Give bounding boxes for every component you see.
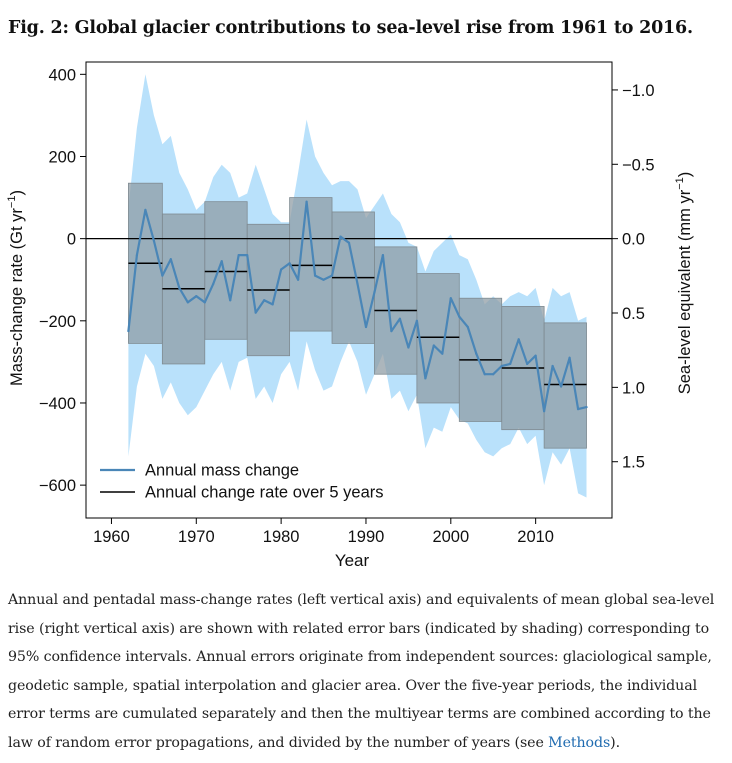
annual-data-point: [322, 278, 325, 281]
pentad-error-box: [204, 201, 248, 340]
annual-data-point: [576, 408, 580, 411]
caption-tail: ).: [610, 734, 620, 751]
annual-data-point: [585, 405, 588, 409]
x-axis-label: Year: [335, 551, 370, 570]
annual-data-point: [305, 200, 308, 203]
figure-caption: Annual and pentadal mass-change rates (l…: [8, 586, 726, 758]
legend: Annual mass change Annual change rate ov…: [100, 462, 384, 502]
y2-tick-label: −0.5: [622, 156, 655, 174]
annual-data-point: [432, 344, 435, 347]
annual-data-point: [313, 274, 317, 277]
annual-data-point: [254, 311, 257, 314]
annual-data-point: [356, 282, 359, 285]
x-tick-label: 1980: [263, 528, 300, 546]
x-tick-label: 1960: [93, 528, 130, 546]
annual-data-point: [466, 325, 469, 329]
figure-title: Fig. 2: Global glacier contributions to …: [8, 18, 693, 38]
pentad-rate-lines: [128, 262, 587, 386]
y-tick-label: −400: [39, 395, 76, 413]
y2-axis-label: Sea-level equivalent (mm yr−1): [674, 172, 694, 395]
annual-data-point: [534, 354, 537, 357]
glacier-chart: 4002000−200−400−600−1.0−0.50.00.51.01.51…: [6, 61, 694, 570]
y-tick-label: −200: [39, 313, 76, 331]
y2-tick-label: 0.0: [622, 231, 645, 249]
annual-data-point: [237, 253, 240, 257]
annual-data-point: [364, 325, 368, 329]
annual-data-point: [398, 317, 402, 320]
legend-pentad-label: Annual change rate over 5 years: [145, 484, 384, 502]
y2-tick-label: 0.5: [622, 305, 645, 323]
pentad-error-boxes: [128, 182, 587, 449]
annual-data-point: [161, 274, 164, 277]
annual-data-point: [415, 319, 418, 322]
y2-tick-label: 1.0: [622, 379, 645, 397]
annual-data-point: [178, 286, 181, 290]
annual-data-point: [407, 346, 410, 349]
x-tick-label: 1970: [178, 528, 215, 546]
annual-data-point: [559, 385, 563, 388]
y-tick-label: 0: [67, 231, 76, 249]
y2-tick-label: 1.5: [622, 454, 645, 472]
annual-data-point: [144, 208, 147, 211]
annual-data-point: [381, 253, 385, 257]
annual-data-point: [568, 356, 571, 359]
annual-data-point: [509, 362, 512, 366]
pentad-error-box: [416, 273, 460, 404]
annual-data-point: [203, 301, 206, 304]
annual-data-point: [330, 274, 334, 277]
annual-data-point: [543, 410, 546, 413]
annual-data-point: [373, 290, 376, 294]
y-axis-label: Mass-change rate (Gt yr−1): [6, 190, 26, 386]
annual-data-point: [339, 235, 342, 238]
axes: 4002000−200−400−600−1.0−0.50.00.51.01.51…: [39, 66, 655, 546]
legend-annual-label: Annual mass change: [145, 462, 299, 480]
y-tick-label: 200: [48, 148, 76, 166]
annual-data-point: [195, 295, 198, 298]
annual-data-point: [551, 364, 554, 368]
y-tick-label: 400: [48, 66, 76, 84]
annual-data-point: [229, 299, 232, 302]
annual-data-point: [263, 299, 266, 302]
annual-data-point: [347, 241, 351, 244]
annual-data-point: [492, 373, 495, 376]
annual-data-point: [152, 239, 155, 242]
annual-data-point: [483, 373, 486, 376]
methods-link[interactable]: Methods: [548, 734, 611, 751]
annual-data-point: [127, 329, 130, 333]
pentad-error-box: [289, 197, 333, 332]
annual-data-point: [441, 352, 444, 355]
annual-data-point: [449, 297, 452, 300]
annual-data-point: [288, 262, 291, 265]
annual-data-point: [500, 364, 503, 368]
annual-data-point: [169, 258, 172, 261]
x-tick-label: 2000: [432, 528, 469, 546]
annual-data-point: [458, 315, 461, 318]
annual-data-point: [212, 282, 215, 285]
pentad-error-box: [543, 322, 587, 449]
y-tick-label: −600: [39, 477, 76, 495]
annual-data-point: [271, 303, 274, 306]
annual-data-point: [135, 253, 139, 257]
annual-data-point: [186, 301, 189, 304]
plot-frame: [85, 61, 613, 519]
annual-data-point: [246, 253, 249, 257]
y2-tick-label: −1.0: [622, 82, 655, 100]
annual-data-point: [296, 278, 300, 281]
annual-data-point: [424, 377, 427, 380]
annual-data-point: [526, 362, 529, 366]
annual-data-point: [475, 352, 478, 355]
annual-data-point: [517, 338, 520, 341]
annual-data-point: [390, 329, 393, 333]
x-tick-label: 2010: [517, 528, 554, 546]
annual-data-point: [280, 268, 283, 271]
x-tick-label: 1990: [348, 528, 385, 546]
caption-text: Annual and pentadal mass-change rates (l…: [8, 592, 715, 751]
annual-mass-change-series: [127, 200, 588, 413]
annual-data-point: [220, 260, 223, 263]
